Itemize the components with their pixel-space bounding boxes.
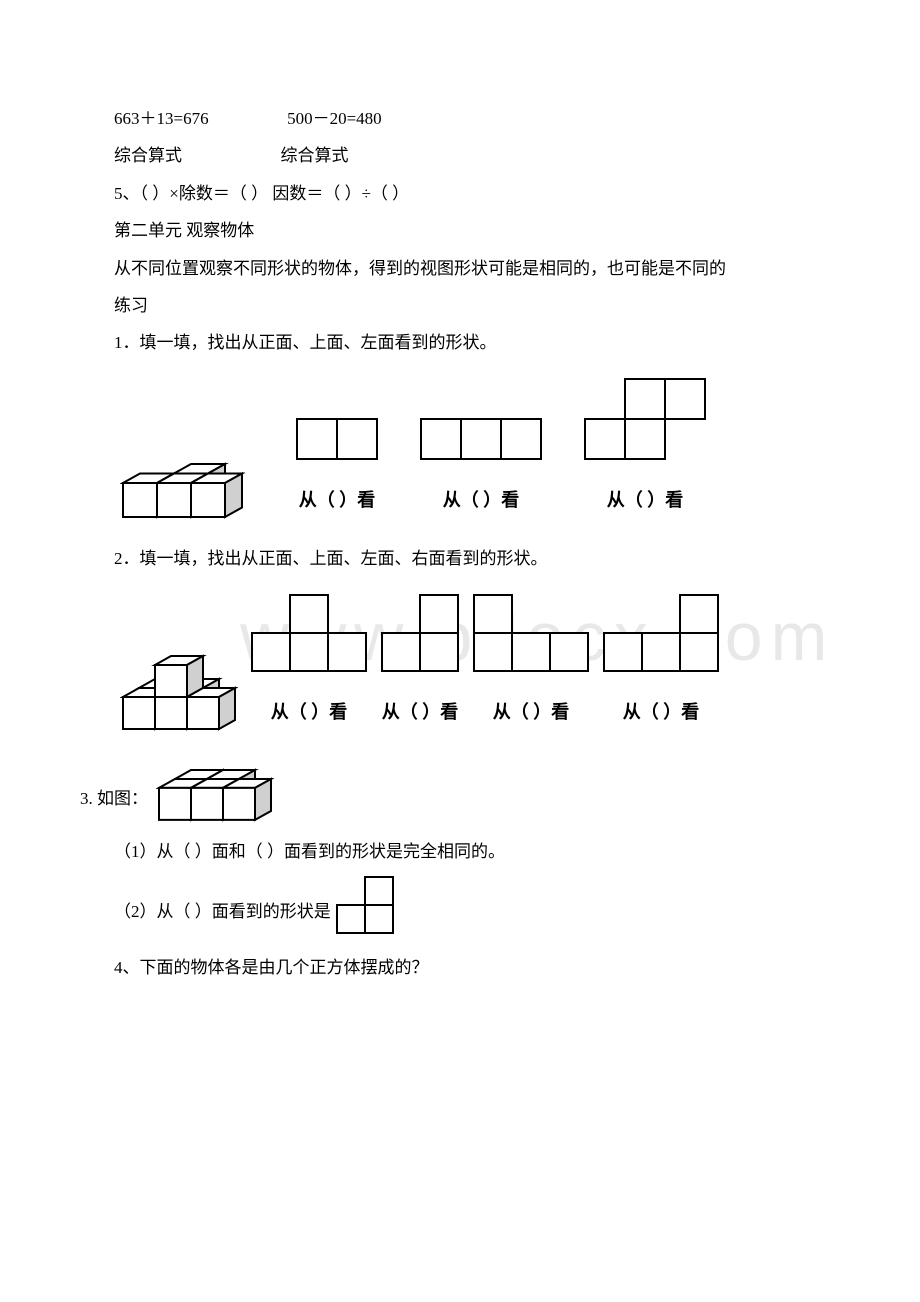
q1-cap3: 从（ ）看 [607,481,684,521]
unit2-heading: 第二单元 观察物体 [80,212,840,249]
q2-view2 [380,593,460,673]
q3-2-line: （2）从（ ）面看到的形状是 [114,875,395,935]
q1-cap1: 从（ ）看 [299,481,376,521]
eq1: 663＋13=676 [114,109,209,128]
combined-expr-line: 综合算式 综合算式 [80,137,840,174]
q2-text: 2．填一填，找出从正面、上面、左面、右面看到的形状。 [80,540,840,577]
fill-blank-5: 5、（ ）×除数＝（ ） 因数＝（ ）÷（ ） [80,175,840,212]
q1-text: 1．填一填，找出从正面、上面、左面看到的形状。 [80,324,840,361]
q2-iso [120,653,238,732]
equation-line: 663＋13=676 500－20=480 [80,100,840,137]
eq2: 500－20=480 [287,109,382,128]
q2-view1 [250,593,368,673]
q1-view2 [419,417,543,461]
q3-view [335,875,395,935]
q1-cap2: 从（ ）看 [443,481,520,521]
q2-cap3: 从（ ）看 [493,693,570,733]
q1-figures: 从（ ）看 从（ ）看 从（ ）看 [120,377,840,521]
q2-view3 [472,593,590,673]
q3-2-text: （2）从（ ）面看到的形状是 [114,893,331,934]
practice-heading: 练习 [80,287,840,324]
q2-cap4: 从（ ）看 [623,693,700,733]
q1-iso [120,461,245,520]
q2-figures: 从（ ）看 从（ ）看 从（ ）看 从（ ）看 [120,593,840,733]
q2-cap1: 从（ ）看 [271,693,348,733]
q3-label: 3. 如图： [80,780,148,823]
q1-view1 [295,417,379,461]
q2-cap2: 从（ ）看 [382,693,459,733]
q1-view3 [583,377,707,461]
q2-view4 [602,593,720,673]
q3-iso [156,767,274,823]
q3-line: 3. 如图： [80,767,274,823]
q4-text: 4、下面的物体各是由几个正方体摆成的？ [80,949,840,986]
unit2-desc: 从不同位置观察不同形状的物体，得到的视图形状可能是相同的，也可能是不同的 [80,250,840,287]
q3-1: （1）从（ ）面和（ ）面看到的形状是完全相同的。 [80,833,840,870]
